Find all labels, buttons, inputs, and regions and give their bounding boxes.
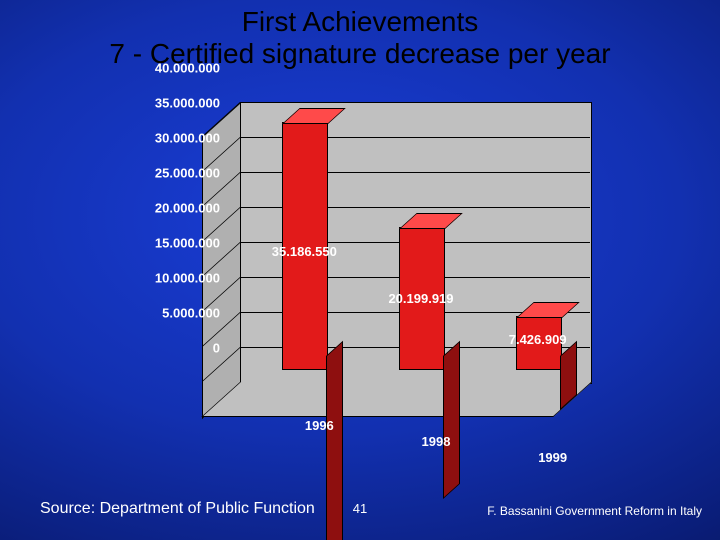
page-number: 41 bbox=[353, 501, 367, 516]
source-text: Source: Department of Public Function bbox=[40, 500, 315, 518]
y-axis-label: 5.000.000 bbox=[110, 306, 220, 321]
x-axis-label: 1996 bbox=[305, 418, 334, 433]
bar-value-label: 7.426.909 bbox=[478, 332, 598, 347]
chart-gridline bbox=[240, 102, 590, 103]
slide: First Achievements 7 - Certified signatu… bbox=[0, 0, 720, 540]
x-axis-label: 1999 bbox=[538, 450, 567, 465]
bar-side bbox=[443, 341, 460, 500]
y-axis-label: 10.000.000 bbox=[110, 271, 220, 286]
x-axis-label: 1998 bbox=[422, 434, 451, 449]
chart-plot: 35.186.55020.199.9197.426.909 bbox=[240, 102, 590, 382]
bar-value-label: 35.186.550 bbox=[244, 244, 364, 259]
y-axis-label: 40.000.000 bbox=[110, 61, 220, 76]
title-line-1: First Achievements bbox=[242, 6, 479, 37]
y-axis-label: 25.000.000 bbox=[110, 166, 220, 181]
chart-side-wall bbox=[202, 102, 241, 419]
y-axis-label: 15.000.000 bbox=[110, 236, 220, 251]
chart: 35.186.55020.199.9197.426.909 05.000.000… bbox=[120, 90, 620, 430]
bar-value-label: 20.199.919 bbox=[361, 291, 481, 306]
chart-floor bbox=[201, 382, 592, 417]
slide-title: First Achievements 7 - Certified signatu… bbox=[0, 6, 720, 70]
y-axis-label: 30.000.000 bbox=[110, 131, 220, 146]
bar-side bbox=[326, 341, 343, 540]
y-axis-label: 0 bbox=[110, 341, 220, 356]
footer-right: F. Bassanini Government Reform in Italy bbox=[487, 504, 702, 518]
y-axis-label: 20.000.000 bbox=[110, 201, 220, 216]
y-axis-label: 35.000.000 bbox=[110, 96, 220, 111]
